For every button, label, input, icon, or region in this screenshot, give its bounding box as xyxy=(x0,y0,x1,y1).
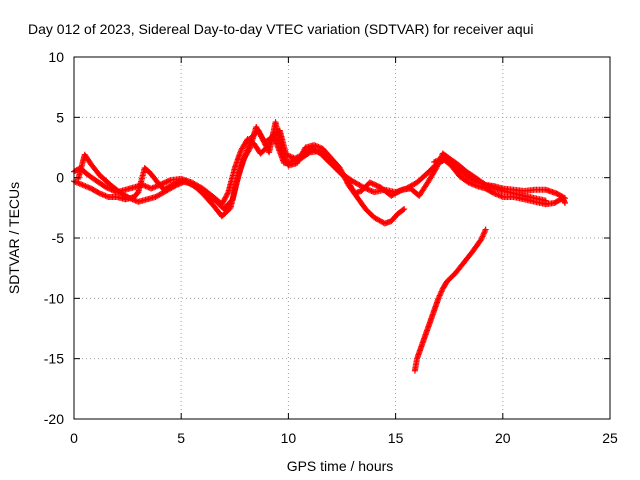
data-point-marker xyxy=(372,181,379,188)
data-point-marker xyxy=(366,179,373,186)
chart-title: Day 012 of 2023, Sidereal Day-to-day VTE… xyxy=(28,21,534,37)
data-point-marker xyxy=(95,189,102,196)
data-point-marker xyxy=(482,226,489,233)
data-point-marker xyxy=(397,187,404,194)
data-point-marker xyxy=(263,144,270,151)
y-tick-label: 5 xyxy=(56,109,64,125)
x-tick-label: 25 xyxy=(602,430,618,446)
data-point-marker xyxy=(373,182,380,189)
data-point-marker xyxy=(283,158,290,165)
x-tick-label: 15 xyxy=(388,430,404,446)
y-tick-label: 0 xyxy=(56,170,64,186)
data-point-marker xyxy=(480,230,487,237)
data-point-marker xyxy=(478,236,485,243)
data-point-marker xyxy=(436,292,443,299)
data-point-marker xyxy=(561,200,568,207)
y-tick-label: -15 xyxy=(44,351,64,367)
y-tick-label: -5 xyxy=(52,230,65,246)
axis-ticks: 0 5 10 15 20 25 -20 -15 -10 -5 0 5 10 xyxy=(44,49,618,446)
plot-area xyxy=(71,119,568,374)
data-point-marker xyxy=(367,187,374,194)
y-tick-label: 10 xyxy=(48,49,64,65)
data-point-marker xyxy=(224,190,231,197)
data-point-marker xyxy=(479,233,486,240)
data-point-marker xyxy=(166,177,173,184)
data-point-marker xyxy=(435,295,442,302)
y-tick-label: -10 xyxy=(44,290,64,306)
data-point-marker xyxy=(478,234,485,241)
x-tick-label: 5 xyxy=(177,430,185,446)
data-point-marker xyxy=(481,229,488,236)
data-point-marker xyxy=(368,187,375,194)
data-point-marker xyxy=(400,206,407,213)
data-point-marker xyxy=(365,186,372,193)
series-track-c xyxy=(75,127,568,213)
data-point-marker xyxy=(163,178,170,185)
data-point-marker xyxy=(282,157,289,164)
data-point-marker xyxy=(436,293,443,300)
data-point-marker xyxy=(172,182,179,189)
data-point-marker xyxy=(438,288,445,295)
data-point-marker xyxy=(160,180,167,187)
x-axis-label: GPS time / hours xyxy=(287,458,394,474)
data-point-marker xyxy=(368,180,375,187)
data-point-marker xyxy=(370,181,377,188)
data-point-marker xyxy=(104,184,111,191)
data-point-marker xyxy=(437,291,444,298)
x-tick-label: 20 xyxy=(495,430,511,446)
data-point-marker xyxy=(125,194,132,201)
data-point-marker xyxy=(103,184,110,191)
data-point-marker xyxy=(437,289,444,296)
data-point-marker xyxy=(480,232,487,239)
data-point-marker xyxy=(162,179,169,186)
grid xyxy=(74,57,610,419)
x-tick-label: 0 xyxy=(70,430,78,446)
data-point-marker xyxy=(369,180,376,187)
x-tick-label: 10 xyxy=(281,430,297,446)
data-point-marker xyxy=(401,206,408,213)
data-point-marker xyxy=(374,183,381,190)
series-track-e xyxy=(411,226,489,374)
data-point-marker xyxy=(489,189,496,196)
series-track-d xyxy=(431,155,568,208)
data-point-marker xyxy=(482,227,489,234)
data-point-marker xyxy=(164,178,171,185)
data-point-marker xyxy=(282,155,289,162)
y-axis-label: SDTVAR / TECUs xyxy=(6,182,22,294)
y-tick-label: -20 xyxy=(44,411,64,427)
data-point-marker xyxy=(278,149,285,156)
